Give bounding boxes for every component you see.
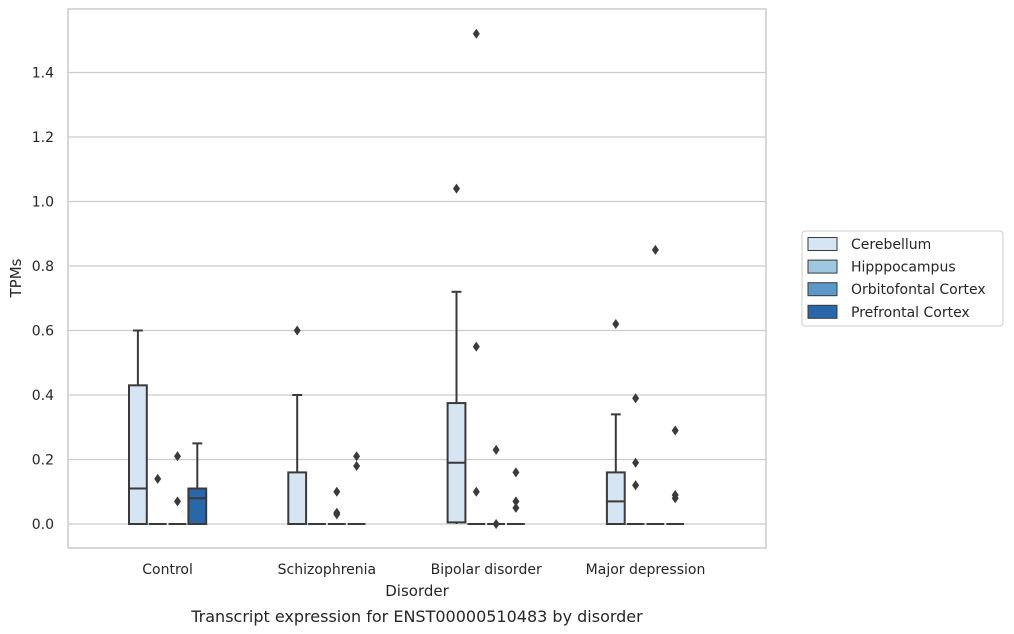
x-tick-label: Control: [142, 562, 193, 578]
plot-background: [68, 9, 766, 548]
outlier-point: [333, 486, 341, 497]
outlier-point: [333, 509, 341, 520]
y-tick-label: 1.4: [32, 66, 54, 82]
outlier-point: [651, 244, 659, 255]
y-tick-label: 0.4: [32, 388, 54, 404]
outlier-point: [612, 319, 620, 330]
box-2-0: [446, 183, 467, 524]
box-3-3: [666, 425, 685, 525]
y-tick-label: 0.8: [32, 259, 54, 275]
box-2-3: [507, 467, 525, 525]
box-body: [128, 384, 148, 526]
outlier-point: [512, 502, 520, 513]
boxes-layer: [128, 28, 685, 529]
outlier-point: [472, 341, 480, 352]
outlier-point: [293, 325, 301, 336]
plot-frame: [67, 8, 767, 549]
box-0-3: [187, 442, 208, 525]
y-tick-label: 1.2: [32, 130, 54, 146]
outlier-point: [353, 451, 361, 462]
outlier-point: [512, 467, 520, 478]
legend-frame: [801, 230, 1004, 327]
outlier-point: [492, 519, 500, 529]
outlier-point: [492, 444, 500, 455]
legend: Cerebellum Hipppocampus Orbitofontal Corte…: [801, 230, 1004, 327]
y-tick-label: 0.0: [32, 517, 54, 533]
box-3-2: [646, 244, 665, 525]
y-tick-label: 1.0: [32, 195, 54, 211]
legend-swatch: [807, 282, 838, 297]
box-2-1: [467, 28, 486, 525]
outlier-point: [632, 480, 640, 491]
outlier-point: [453, 183, 460, 194]
outlier-point: [472, 28, 480, 39]
x-tick-label: Schizophrenia: [278, 562, 376, 578]
x-tick-label: Major depression: [586, 562, 706, 578]
legend-label: Prefrontal Cortex: [851, 305, 970, 321]
box-0-2: [168, 451, 187, 525]
outlier-point: [174, 451, 181, 462]
legend-label: Cerebellum: [851, 237, 931, 253]
outlier-point: [353, 460, 361, 471]
box-1-3: [347, 451, 366, 525]
chart-caption: Transcript expression for ENST0000051048…: [190, 607, 643, 626]
box-1-0: [287, 325, 308, 525]
outlier-point: [174, 496, 181, 507]
outlier-point: [472, 486, 480, 497]
box-2-2: [487, 444, 505, 529]
box-1-2: [327, 486, 346, 525]
box-body: [187, 487, 208, 525]
legend-swatch: [807, 259, 838, 274]
legend-swatch: [807, 304, 838, 319]
x-axis-label: Disorder: [385, 582, 449, 600]
box-3-1: [626, 393, 645, 525]
box-3-0: [605, 319, 626, 525]
box-0-1: [148, 473, 167, 525]
y-tick-label: 0.2: [32, 453, 54, 469]
outlier-point: [632, 393, 640, 404]
outlier-point: [154, 473, 162, 484]
y-tick-labels: 0.0 0.2 0.4 0.6 0.8 1.0 1.2 1.4: [32, 66, 54, 534]
outlier-point: [671, 493, 679, 504]
grid-lines: [68, 71, 766, 525]
y-axis-label: TPMs: [7, 258, 25, 298]
box-body: [605, 471, 626, 525]
legend-label: Orbitofontal Cortex: [851, 282, 986, 298]
y-tick-label: 0.6: [32, 324, 54, 340]
legend-label: Hipppocampus: [851, 260, 956, 276]
box-0-0: [128, 329, 148, 526]
outlier-point: [512, 496, 520, 507]
x-tick-label: Bipolar disorder: [431, 562, 542, 578]
box-body: [287, 471, 308, 525]
outlier-point: [632, 457, 640, 468]
x-tick-labels: Control Schizophrenia Bipolar disorder Majo…: [142, 562, 705, 578]
outlier-point: [671, 425, 679, 436]
legend-swatch: [807, 237, 838, 251]
